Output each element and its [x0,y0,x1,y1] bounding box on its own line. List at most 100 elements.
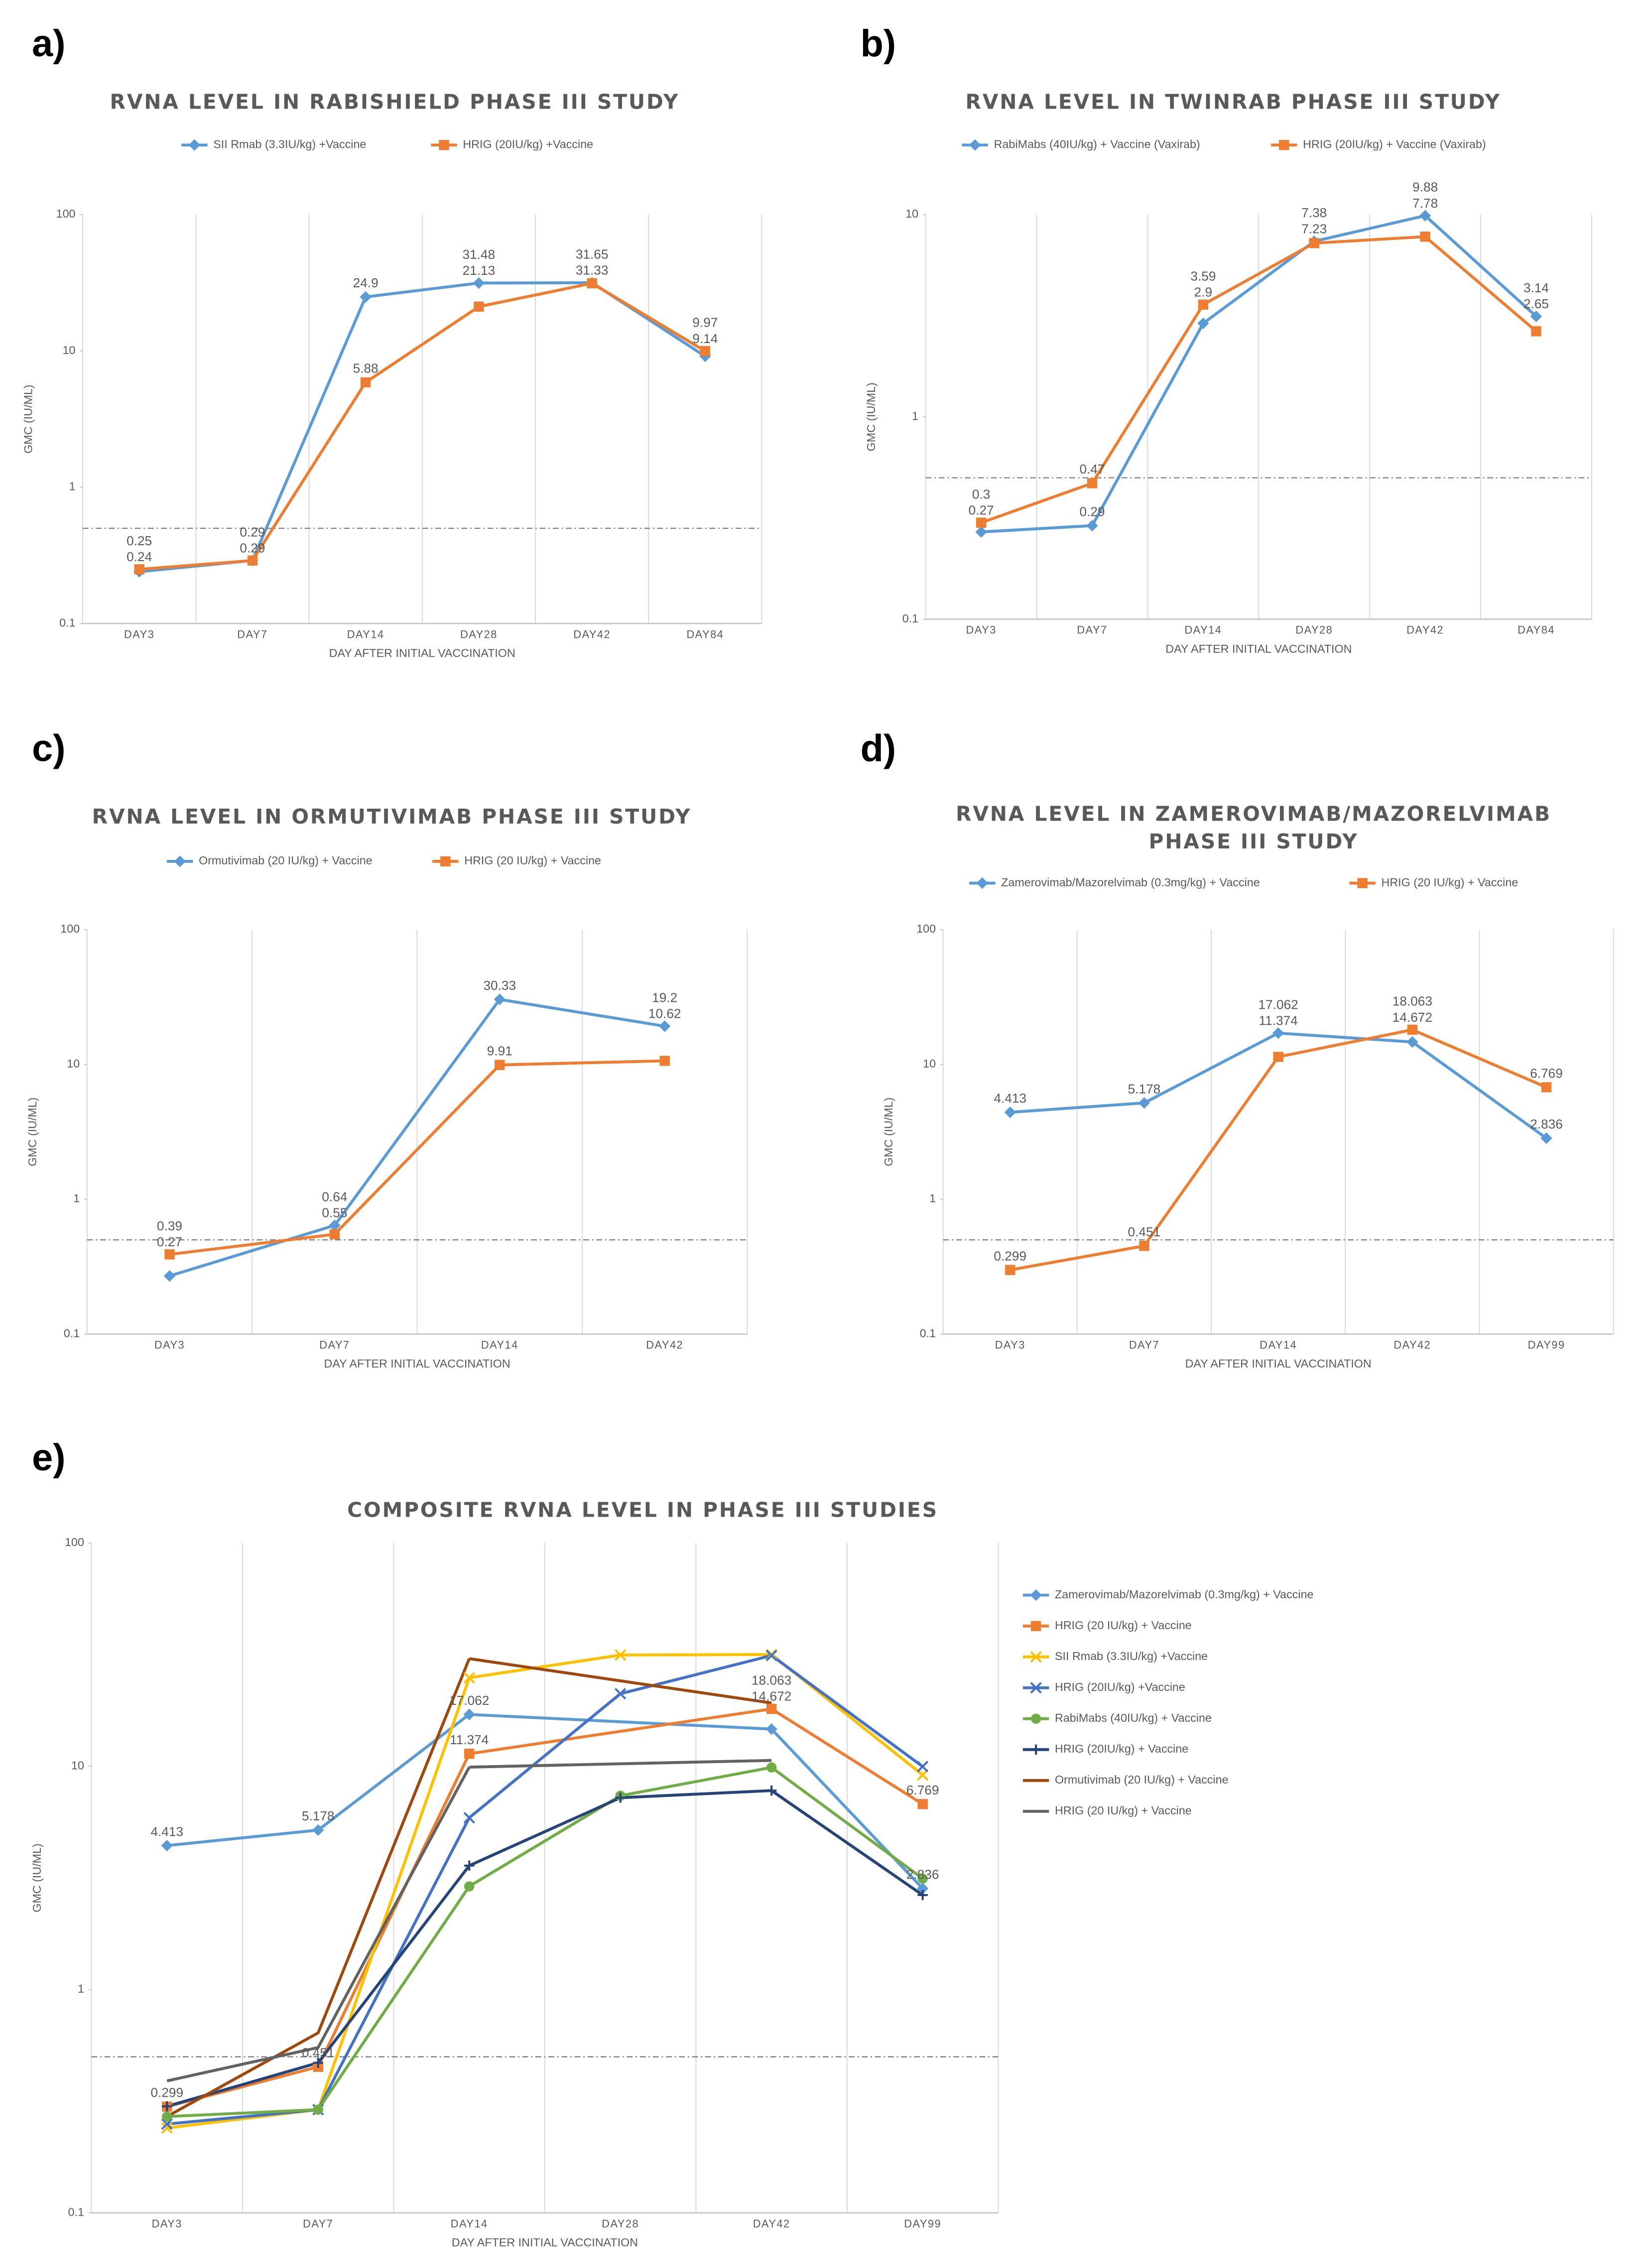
panel-label: b) [861,22,896,65]
data-label: 11.374 [450,1732,489,1747]
x-tick-label: DAY84 [686,628,724,640]
data-label: 2.9 [1194,284,1212,299]
data-point [312,1824,324,1836]
x-tick-label: DAY14 [1260,1338,1297,1351]
data-label: 0.55 [322,1205,347,1220]
x-tick-label: DAY28 [460,628,498,640]
legend-marker [439,140,449,150]
data-point [161,2122,173,2134]
data-label: 17.062 [1259,997,1298,1012]
legend-label: HRIG (20IU/kg) +Vaccine [463,137,593,150]
data-point [474,301,484,312]
data-label: 24.9 [353,275,379,290]
data-point [1272,1027,1284,1039]
data-point [766,1786,777,1796]
y-tick-label: 0.1 [920,1327,936,1340]
legend-label: HRIG (20 IU/kg) + Vaccine [1382,876,1518,889]
x-tick-label: DAY14 [347,628,384,640]
y-tick-label: 0.1 [902,612,918,625]
data-label: 18.063 [752,1673,791,1688]
data-label: 0.29 [1080,504,1105,519]
x-tick-label: DAY42 [1393,1338,1431,1351]
data-point [161,1839,173,1852]
data-point [659,1020,671,1032]
legend-label: Zamerovimab/Mazorelvimab (0.3mg/kg) + Va… [1001,876,1260,889]
data-point [329,1219,341,1231]
x-tick-label: DAY28 [602,2217,639,2230]
data-label: 0.24 [126,549,152,564]
data-point [587,278,597,289]
data-label: 0.27 [157,1234,182,1249]
data-point [976,517,987,528]
data-point [916,1883,929,1895]
data-label: 14.672 [1392,1010,1432,1025]
data-point [615,1792,626,1803]
y-tick-label: 0.1 [68,2205,84,2218]
data-point [464,1749,475,1759]
legend-label: HRIG (20 IU/kg) + Vaccine [464,854,601,867]
data-label: 31.33 [576,262,609,277]
data-point [1419,210,1431,222]
data-point [463,1812,475,1824]
data-label: 0.25 [126,533,152,548]
data-point [494,993,505,1005]
data-point [464,1860,475,1871]
legend-label: HRIG (20IU/kg) +Vaccine [1055,1680,1185,1693]
x-tick-label: DAY7 [1077,624,1107,636]
chart-title: RVNA LEVEL IN RABISHIELD PHASE III STUDY [110,91,680,115]
x-tick-label: DAY14 [481,1338,518,1351]
data-point [162,2111,172,2122]
x-tick-label: DAY84 [1517,624,1555,636]
y-tick-label: 0.1 [64,1327,80,1340]
gap-connector [469,1759,772,1769]
data-point [1198,299,1209,310]
y-tick-label: 100 [56,207,76,220]
data-label: 4.413 [994,1091,1026,1106]
data-label: 4.413 [150,1824,183,1839]
chart-title-box: COMPOSITE RVNA LEVEL IN PHASE III STUDIE… [347,1499,937,1523]
x-tick-label: DAY42 [573,628,611,640]
x-tick-label: DAY99 [904,2217,941,2230]
y-tick-label: 1 [929,1192,936,1205]
data-label: 5.178 [302,1808,335,1823]
data-label: 14.672 [752,1689,791,1704]
panel-label: e) [32,1436,65,1479]
legend-label: Ormutivimab (20 IU/kg) + Vaccine [1055,1773,1229,1786]
panel-label: c) [32,727,65,770]
series-line [981,214,1537,534]
y-axis-title: GMC (IU/ML) [30,1843,43,1912]
data-point [1273,1052,1283,1062]
data-point [1420,232,1430,242]
gap-connector [469,1657,772,1705]
y-axis-title: GMC (IU/ML) [26,1097,39,1166]
data-label: 0.3 [972,486,990,501]
data-point [463,1671,475,1684]
data-label: 6.769 [1530,1066,1563,1080]
data-label: 7.78 [1412,196,1438,211]
legend-marker [1030,1589,1042,1601]
data-point [1531,326,1541,337]
panel-label: d) [861,727,896,770]
legend-marker [174,855,186,867]
data-label: 5.88 [353,361,379,376]
data-label: 3.14 [1523,280,1549,295]
chart-title: RVNA LEVEL IN TWINRAB PHASE III STUDY [965,91,1502,115]
y-axis-title: GMC (IU/ML) [882,1097,895,1166]
data-point [164,1249,175,1260]
data-label: 0.299 [994,1248,1026,1263]
series-line [1010,1031,1547,1140]
data-point [1530,310,1542,323]
data-label: 0.299 [150,2085,183,2100]
data-label: 9.14 [692,331,718,346]
data-label: 31.65 [576,246,609,261]
legend-label: RabiMabs (40IU/kg) + Vaccine (Vaxirab) [994,137,1200,150]
data-label: 0.29 [240,524,265,539]
x-tick-label: DAY3 [966,624,997,636]
x-tick-label: DAY42 [1406,624,1444,636]
series-line [166,1789,924,2108]
data-point [917,1873,928,1884]
data-point [917,1890,928,1901]
y-tick-label: 1 [73,1192,80,1205]
data-point [765,1650,777,1662]
